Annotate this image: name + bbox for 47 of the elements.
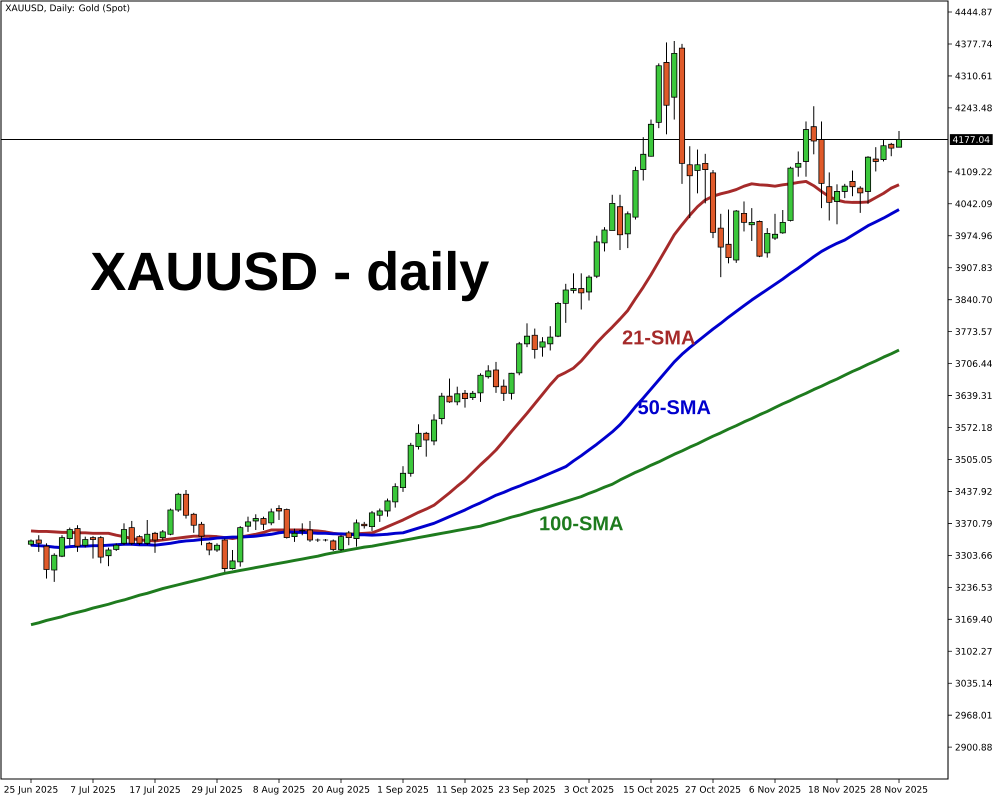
series-label: 21-SMA [622,330,695,345]
x-tick-label: 1 Sep 2025 [378,786,428,795]
x-tick-label: 23 Sep 2025 [498,786,555,795]
y-tick-label: 4042.09 [955,200,992,208]
y-tick-label: 3773.57 [956,328,992,336]
annotation: XAUUSD - daily [90,250,489,302]
y-tick-label: 3236.53 [956,584,992,591]
chart-title: XAUUSD, Daily: Gold (Spot) [6,4,130,14]
y-tick-label: 3572.18 [956,424,992,431]
x-tick-label: 27 Oct 2025 [686,786,740,793]
x-tick-label: 17 Jul 2025 [130,786,180,795]
candlestick [795,150,802,178]
y-tick-label: 4444.87 [955,8,992,16]
x-tick-label: 8 Aug 2025 [253,786,304,795]
y-tick-label: 2968.01 [956,712,992,719]
y-tick-label: 4310.61 [955,72,992,80]
y-tick-label: 4109.22 [955,168,992,176]
x-tick-label: 11 Sep 2025 [437,786,493,795]
y-tick-label: 3840.70 [956,296,992,304]
y-tick-label: 3303.66 [956,552,992,559]
x-tick-label: 28 Nov 2025 [870,786,928,793]
y-tick-label: 3706.44 [956,360,992,368]
y-tick-label: 3505.05 [956,456,992,463]
y-tick-label: 3370.79 [956,520,992,527]
x-tick-label: 7 Jul 2025 [70,786,115,795]
y-tick-label: 3102.27 [956,648,992,655]
series-label: 100-SMA [540,516,623,530]
candlestick [244,516,252,532]
x-tick-label: 20 Aug 2025 [312,786,370,795]
y-tick-label: 3907.83 [956,264,992,272]
ref-line-label: 4177.04 [952,136,990,143]
x-tick-label: 29 Jul 2025 [192,786,242,795]
y-tick-label: 3639.31 [956,392,992,399]
y-tick-label: 3035.14 [956,680,992,687]
candlestick [780,210,786,234]
x-tick-label: 18 Nov 2025 [808,786,866,793]
y-tick-label: 2900.88 [956,744,992,751]
x-tick-label: 6 Nov 2025 [749,786,800,793]
x-tick-label: 25 Jun 2025 [4,786,58,794]
series-label: 50-SMA [638,400,710,414]
y-tick-label: 4243.48 [955,104,992,112]
x-tick-label: 15 Oct 2025 [624,786,678,793]
y-tick-label: 3437.92 [956,488,992,495]
x-tick-label: 3 Oct 2025 [564,786,614,793]
y-tick-label: 3974.96 [956,232,992,240]
y-tick-label: 4377.74 [955,40,992,48]
y-tick-label: 3169.40 [956,616,992,623]
